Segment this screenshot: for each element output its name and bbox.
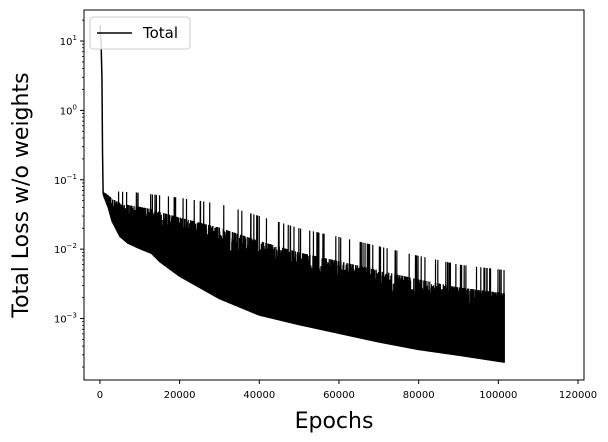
plot-area [99, 24, 505, 363]
x-tick-label: 80000 [403, 390, 435, 401]
legend-box [89, 16, 191, 50]
x-tick-label: 40000 [243, 390, 275, 401]
series-total-initial-line [99, 24, 104, 193]
x-tick-label: 0 [97, 390, 103, 401]
series-total-line [102, 191, 505, 363]
x-tick-label: 20000 [164, 390, 196, 401]
y-tick-label: 10−1 [54, 173, 77, 187]
x-tick-label: 100000 [479, 390, 517, 401]
y-tick-label: 101 [60, 34, 77, 48]
legend-label-total: Total [142, 24, 178, 42]
y-axis-label: Total Loss w/o weights [9, 72, 34, 318]
y-tick-label: 100 [60, 103, 77, 117]
x-tick-label: 120000 [559, 390, 597, 401]
axes: 0 20000 40000 60000 80000 100000 120000 10−3 10−… [9, 9, 597, 434]
y-tick-label: 10−3 [54, 312, 77, 326]
legend: Total [89, 16, 191, 50]
x-axis-label: Epochs [295, 409, 374, 434]
y-tick-label: 10−2 [54, 242, 77, 256]
x-tick-label: 60000 [323, 390, 355, 401]
